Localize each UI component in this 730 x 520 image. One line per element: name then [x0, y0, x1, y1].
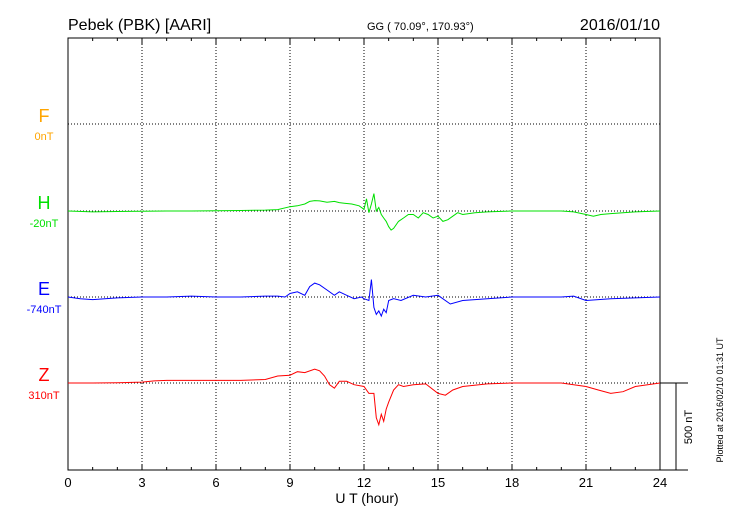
x-tick-label: 21 — [579, 475, 593, 490]
date-label: 2016/01/10 — [580, 17, 660, 34]
component-letter-f: F — [39, 106, 50, 126]
series-line-z — [68, 368, 661, 427]
component-baseline-z: 310nT — [28, 390, 59, 402]
component-labels: F 0nT H -20nT E -740nT Z 310nT — [27, 106, 62, 402]
component-letter-h: H — [38, 193, 51, 213]
component-baseline-h: -20nT — [30, 218, 59, 230]
series-line-e — [67, 279, 661, 318]
grid — [68, 38, 660, 470]
plotted-note: Plotted at 2016/02/10 01:31 UT — [715, 337, 725, 463]
x-tick-label: 15 — [431, 475, 445, 490]
x-axis: 0 3 6 9 12 15 18 21 24 — [64, 38, 667, 490]
station-title: Pebek (PBK) [AARI] — [68, 17, 211, 34]
x-tick-label: 24 — [653, 475, 667, 490]
series-line-h — [67, 193, 661, 231]
x-tick-label: 18 — [505, 475, 519, 490]
series-layer — [67, 193, 661, 427]
x-tick-label: 9 — [286, 475, 293, 490]
x-axis-label: U T (hour) — [335, 490, 398, 506]
scale-bar: 500 nT — [660, 382, 695, 471]
x-tick-label: 3 — [138, 475, 145, 490]
component-letter-z: Z — [39, 365, 50, 385]
x-tick-label: 6 — [212, 475, 219, 490]
component-letter-e: E — [38, 279, 50, 299]
component-baseline-f: 0nT — [35, 131, 54, 143]
scale-bar-label: 500 nT — [683, 410, 695, 445]
component-baseline-e: -740nT — [27, 304, 62, 316]
x-tick-label: 0 — [64, 475, 71, 490]
coordinates-subtitle: GG ( 70.09°, 170.93°) — [367, 21, 474, 33]
x-tick-label: 12 — [357, 475, 371, 490]
